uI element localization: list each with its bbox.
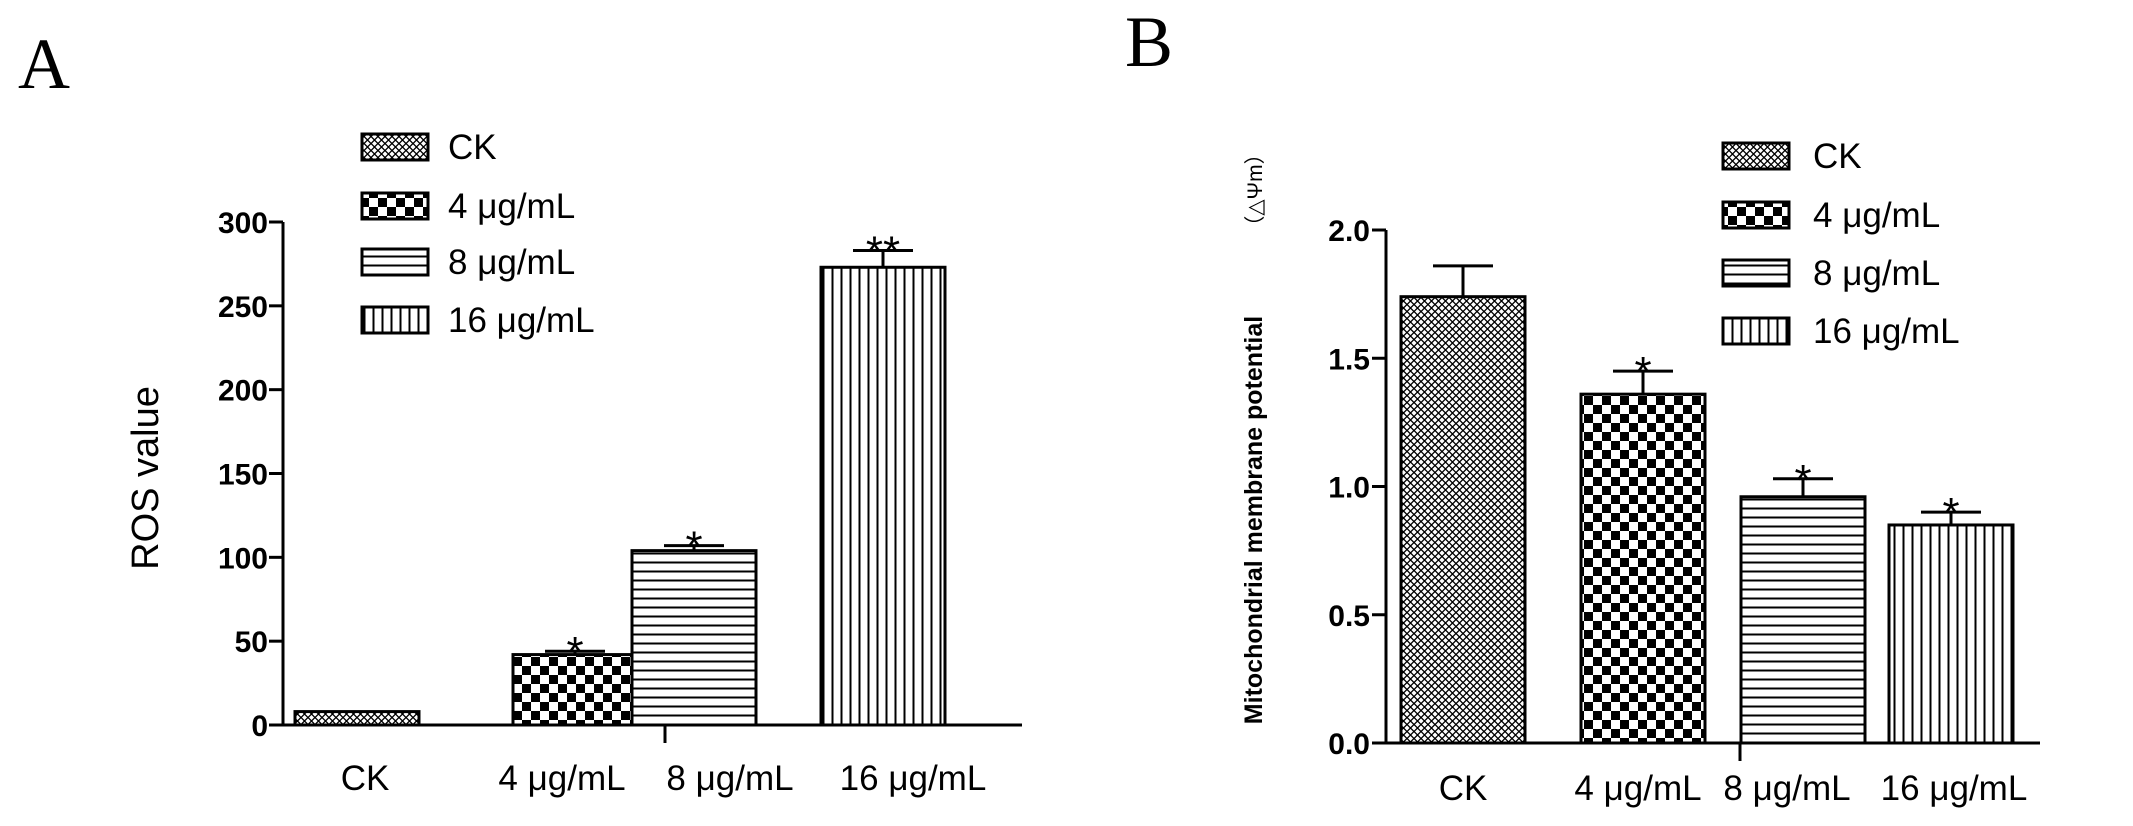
legend-swatch-16-g-ml (360, 305, 430, 335)
legend-label: 8 μg/mL (448, 243, 575, 282)
legend-swatch-4-g-ml (360, 191, 430, 221)
y-tick-label: 300 (218, 207, 268, 240)
significance-marks-a: **** (566, 228, 900, 678)
y-ticks-b: 0.0 0.5 1.0 1.5 2.0 (1328, 215, 1386, 761)
y-axis-unit-text: （△Ψm） (1244, 143, 1267, 236)
legend-label: 8 μg/mL (1813, 254, 1940, 293)
y-ticks-a: 0 50 100 150 200 250 300 (218, 207, 283, 743)
legend-label: 16 μg/mL (448, 301, 595, 340)
category-labels-b: CK 4 μg/mL 8 μg/mL 16 μg/mL (1439, 769, 2028, 808)
bar-8-g-ml (1739, 495, 1867, 745)
legend-label: CK (448, 128, 497, 167)
significance-mark-8-g-ml: * (1794, 456, 1811, 505)
y-axis-title-b: Mitochondrial membrane potential （△Ψm） (1240, 143, 1268, 724)
significance-mark-16-g-ml: ** (866, 228, 900, 277)
y-tick-label: 0.5 (1328, 600, 1370, 633)
y-axis-title-a: ROS value (125, 386, 167, 570)
legend-a: CK 4 μg/mL 8 μg/mL 16 μg/mL (360, 128, 595, 340)
bar-ck (1399, 295, 1527, 745)
y-axis-title-text: Mitochondrial membrane potential (1240, 316, 1268, 724)
bar-16-g-ml (1887, 523, 2015, 745)
y-axis-title-text: ROS value (125, 386, 167, 570)
y-tick-label: 0.0 (1328, 728, 1370, 761)
y-tick-label: 1.5 (1328, 343, 1370, 376)
category-label: 16 μg/mL (840, 759, 987, 798)
legend-swatch-ck (1721, 141, 1791, 171)
legend-swatch-16-g-ml (1721, 316, 1791, 346)
y-tick-label: 50 (235, 626, 268, 659)
category-label: CK (341, 759, 390, 798)
legend-label: CK (1813, 137, 1862, 176)
legend-swatch-8-g-ml (360, 247, 430, 277)
error-bars-b (1433, 264, 1981, 525)
y-tick-label: 1.0 (1328, 472, 1370, 505)
category-label: 4 μg/mL (1574, 769, 1701, 808)
legend-label: 16 μg/mL (1813, 312, 1960, 351)
legend-swatch-4-g-ml (1721, 200, 1791, 230)
legend-label: 4 μg/mL (448, 187, 575, 226)
legend-label: 4 μg/mL (1813, 196, 1940, 235)
category-label: 4 μg/mL (498, 759, 625, 798)
panel-b-mmp-chart: B Mitochondrial membrane potential（△Ψm） … (1125, 2, 2040, 808)
bar-4-g-ml (1579, 392, 1707, 745)
bars-b (1399, 295, 2015, 745)
panel-letter-a: A (18, 24, 70, 104)
category-labels-a: CK 4 μg/mL 8 μg/mL 16 μg/mL (341, 759, 987, 798)
significance-mark-16-g-ml: * (1942, 489, 1959, 538)
significance-mark-4-g-ml: * (1634, 348, 1651, 397)
significance-mark-8-g-ml: * (685, 523, 702, 572)
category-label: 16 μg/mL (1881, 769, 2028, 808)
error-bars-a (545, 249, 913, 655)
y-tick-label: 150 (218, 459, 268, 492)
bar-8-g-ml (630, 549, 758, 727)
y-tick-label: 0 (251, 710, 268, 743)
category-label: CK (1439, 769, 1488, 808)
y-tick-label: 250 (218, 291, 268, 324)
legend-b: CK 4 μg/mL 8 μg/mL 16 μg/mL (1721, 137, 1960, 351)
category-label: 8 μg/mL (666, 759, 793, 798)
legend-swatch-ck (360, 132, 430, 162)
y-tick-label: 2.0 (1328, 215, 1370, 248)
legend-swatch-8-g-ml (1721, 258, 1791, 288)
y-tick-label: 100 (218, 542, 268, 575)
bar-ck (293, 710, 421, 727)
y-tick-label: 200 (218, 375, 268, 408)
category-label: 8 μg/mL (1723, 769, 1850, 808)
bar-16-g-ml (819, 265, 947, 727)
significance-marks-b: * * * (1634, 348, 1959, 538)
significance-mark-4-g-ml: * (566, 628, 583, 677)
bars-a (293, 265, 947, 727)
panel-letter-b: B (1125, 2, 1173, 82)
